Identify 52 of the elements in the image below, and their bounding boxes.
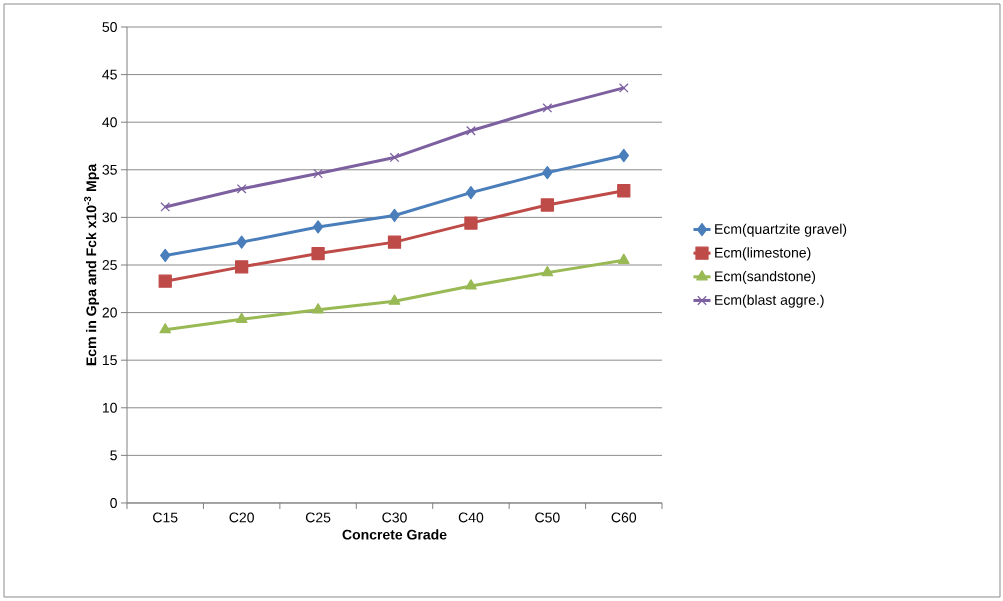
x-axis-title: Concrete Grade [342, 529, 447, 540]
point [236, 183, 247, 194]
point [540, 198, 555, 212]
x-tick-label: C15 [153, 512, 178, 523]
point [160, 248, 171, 263]
y-tick-label: 35 [102, 164, 117, 175]
legend-label: Ecm(limestone) [715, 247, 811, 261]
legend-label: Ecm(sandstone) [715, 270, 816, 285]
x-tick-label: C60 [611, 512, 637, 523]
y-tick-label: 45 [102, 69, 117, 80]
y-tick-label: 20 [102, 307, 117, 318]
point [159, 323, 172, 334]
y-axis-title: Ecm in Gpa and Fck x10$^{-3}$ Mpa [84, 163, 100, 366]
x-tick-label: C20 [229, 512, 254, 523]
y-tick-label: 50 [102, 22, 117, 32]
point [158, 274, 172, 288]
point [389, 208, 400, 223]
point [235, 312, 248, 323]
point [618, 148, 629, 163]
point [466, 125, 476, 136]
x-tick-label: C40 [458, 512, 484, 523]
point [312, 220, 324, 234]
point [542, 165, 553, 180]
point [388, 294, 401, 305]
point [464, 216, 478, 230]
y-tick-label: 0 [110, 498, 117, 508]
y-tick-label: 5 [110, 450, 117, 461]
point [389, 152, 400, 163]
point [542, 103, 553, 113]
point [160, 202, 171, 212]
point [387, 235, 402, 249]
y-tick-label: 40 [102, 117, 117, 128]
y-tick-label: 15 [102, 355, 117, 366]
point [465, 279, 477, 290]
point [312, 303, 324, 314]
y-tick-label: 30 [102, 212, 117, 223]
point [617, 184, 631, 198]
y-tick-label: 10 [102, 402, 117, 413]
point [618, 83, 629, 93]
point [311, 246, 325, 261]
point [313, 168, 323, 179]
point [465, 185, 477, 200]
legend-label: Ecm(quartzite gravel) [715, 223, 847, 237]
legend-label: Ecm(blast aggre.) [715, 294, 824, 308]
x-tick-label: C50 [535, 512, 560, 523]
point [617, 253, 630, 264]
point [235, 260, 249, 274]
point [541, 265, 554, 277]
y-tick-label: 25 [102, 260, 117, 270]
point [236, 235, 247, 249]
x-tick-label: C25 [305, 512, 331, 523]
x-tick-label: C30 [382, 512, 407, 523]
